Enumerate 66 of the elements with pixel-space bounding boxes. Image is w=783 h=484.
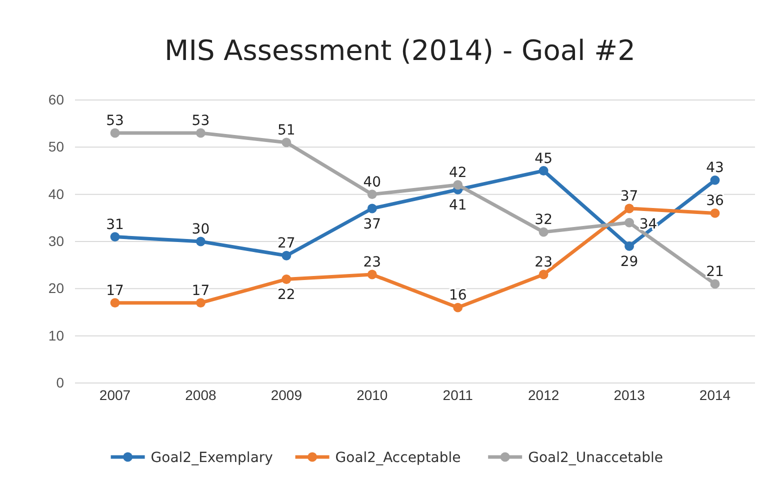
data-label: 32 bbox=[534, 212, 552, 228]
y-tick-label: 40 bbox=[48, 186, 64, 202]
point bbox=[538, 166, 548, 176]
data-label: 31 bbox=[106, 216, 124, 233]
point bbox=[282, 274, 292, 284]
y-tick-label: 0 bbox=[56, 374, 64, 390]
data-label: 34 bbox=[639, 216, 658, 233]
data-label: 16 bbox=[448, 288, 467, 304]
y-tick-label: 60 bbox=[48, 91, 64, 108]
point bbox=[367, 190, 377, 200]
data-label: 43 bbox=[706, 160, 724, 176]
point bbox=[453, 302, 463, 312]
point bbox=[538, 227, 548, 237]
data-label: 37 bbox=[363, 216, 382, 232]
point bbox=[110, 298, 120, 308]
data-label: 45 bbox=[534, 150, 552, 167]
data-label: 23 bbox=[534, 254, 552, 271]
point bbox=[710, 279, 720, 289]
point bbox=[624, 218, 634, 228]
point bbox=[453, 180, 463, 190]
data-label: 29 bbox=[620, 254, 638, 270]
point bbox=[110, 232, 120, 242]
x-tick-label: 2011 bbox=[442, 387, 474, 403]
y-tick-label: 30 bbox=[48, 232, 64, 249]
point bbox=[367, 204, 377, 214]
data-label: 17 bbox=[192, 282, 210, 299]
point bbox=[196, 128, 206, 138]
chart-title: MIS Assessment (2014) - Goal #2 bbox=[164, 34, 636, 67]
x-tick-label: 2013 bbox=[614, 387, 646, 403]
point bbox=[367, 270, 377, 280]
legend-label: Goal2_Acceptable bbox=[335, 450, 461, 466]
y-tick-label: 10 bbox=[48, 327, 64, 344]
point bbox=[624, 242, 634, 251]
data-label: 30 bbox=[192, 222, 210, 238]
x-tick-label: 2012 bbox=[528, 387, 560, 403]
data-label: 17 bbox=[106, 282, 124, 299]
x-tick-label: 2010 bbox=[356, 387, 388, 403]
data-label: 41 bbox=[448, 198, 467, 214]
point bbox=[710, 208, 720, 218]
data-label: 51 bbox=[278, 122, 296, 138]
x-tick-label: 2008 bbox=[185, 387, 216, 403]
point bbox=[196, 236, 206, 246]
data-label: 22 bbox=[278, 287, 296, 304]
point bbox=[624, 204, 634, 214]
data-label: 36 bbox=[706, 193, 724, 210]
data-label: 53 bbox=[106, 113, 124, 130]
data-label: 21 bbox=[706, 264, 724, 280]
data-label: 37 bbox=[620, 188, 638, 204]
x-tick-label: 2009 bbox=[270, 387, 302, 403]
data-label: 40 bbox=[363, 174, 382, 190]
point bbox=[196, 298, 206, 308]
point bbox=[710, 175, 720, 185]
point bbox=[282, 250, 292, 260]
x-tick-label: 2014 bbox=[699, 387, 731, 403]
point bbox=[538, 270, 548, 280]
y-tick-label: 20 bbox=[48, 280, 64, 296]
data-label: 42 bbox=[448, 164, 467, 181]
legend-label: Goal2_Unaccetable bbox=[528, 450, 664, 466]
legend-label: Goal2_Exemplary bbox=[150, 450, 273, 466]
point bbox=[110, 128, 120, 138]
data-label: 23 bbox=[363, 254, 382, 271]
y-tick-label: 50 bbox=[48, 138, 64, 155]
data-label: 27 bbox=[278, 236, 296, 252]
data-label: 53 bbox=[192, 113, 210, 130]
point bbox=[282, 138, 292, 148]
x-tick-label: 2007 bbox=[99, 387, 131, 403]
